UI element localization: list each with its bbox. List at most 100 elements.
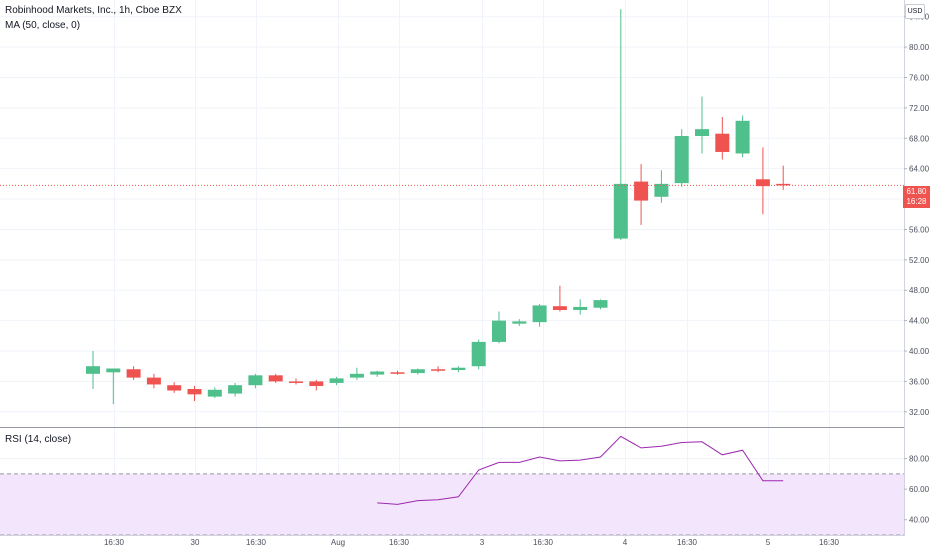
candle <box>593 299 608 310</box>
candle <box>512 319 527 326</box>
candle <box>390 370 405 375</box>
candle <box>532 303 547 327</box>
rsi-band <box>0 473 904 535</box>
y-tick-label: 68.00 <box>909 134 930 143</box>
candle <box>248 373 263 389</box>
candle-body <box>654 183 669 197</box>
candle-body <box>715 133 730 152</box>
candle <box>451 366 466 373</box>
candle <box>613 9 628 241</box>
candle-body <box>126 369 141 378</box>
rsi-legend[interactable]: RSI (14, close) <box>5 434 72 445</box>
candle <box>674 129 689 187</box>
candle-body <box>248 375 263 386</box>
rsi-line <box>377 435 784 505</box>
candle <box>410 368 425 375</box>
candle-body <box>573 306 588 310</box>
candle-body <box>593 300 608 308</box>
x-tick-label: 3 <box>480 538 485 547</box>
candle-body <box>309 381 324 386</box>
candle <box>552 285 567 312</box>
candle-body <box>146 377 161 385</box>
candle-body <box>106 368 121 373</box>
candle-body <box>349 373 364 378</box>
candle <box>268 373 283 383</box>
candle <box>776 165 791 190</box>
currency-badge[interactable]: USD <box>905 4 925 19</box>
x-tick-label: Aug <box>331 538 345 547</box>
candle-body <box>451 367 466 371</box>
y-tick-label: 40.00 <box>909 347 930 356</box>
candle-body <box>613 183 628 239</box>
candle <box>634 164 649 225</box>
y-tick-label: 80.00 <box>909 43 930 52</box>
last-price-value: 61.80 <box>906 187 927 196</box>
candle-body <box>471 341 486 367</box>
candle <box>695 96 709 154</box>
candle-body <box>329 378 344 383</box>
candle-body <box>532 305 547 323</box>
price-axis[interactable]: 32.0036.0040.0044.0048.0052.0056.0060.00… <box>904 13 930 417</box>
candle <box>329 376 344 386</box>
candle <box>126 366 141 380</box>
rsi-tick-label: 60.00 <box>909 485 930 494</box>
candle <box>492 311 506 344</box>
bar-countdown: 16:28 <box>906 197 927 206</box>
candle <box>289 378 303 385</box>
candle-body <box>167 385 182 391</box>
candle-body <box>187 389 202 395</box>
x-tick-label: 16:30 <box>389 538 410 547</box>
candle-body <box>695 129 709 137</box>
candle-body <box>207 389 222 397</box>
candle-body <box>86 366 100 374</box>
x-tick-label: 30 <box>191 538 200 547</box>
candle-body <box>370 371 385 375</box>
y-tick-label: 64.00 <box>909 165 930 174</box>
candle-body <box>674 136 689 184</box>
y-tick-label: 76.00 <box>909 73 930 82</box>
candle-body <box>755 179 770 187</box>
y-tick-label: 44.00 <box>909 317 930 326</box>
candle-body <box>431 369 446 371</box>
candle-body <box>410 369 425 374</box>
time-axis[interactable]: 16:30 30 16:30 Aug 16:30 3 16:30 4 16:30 5 16:30 <box>104 538 840 547</box>
x-tick-label: 16:30 <box>246 538 267 547</box>
y-tick-label: 52.00 <box>909 256 930 265</box>
candle <box>654 170 669 203</box>
candle <box>471 339 486 370</box>
x-tick-label: 16:30 <box>819 538 840 547</box>
candle-body <box>776 183 791 186</box>
candle <box>86 351 100 390</box>
candle <box>715 117 730 160</box>
rsi-axis[interactable]: 40.00 60.00 80.00 <box>904 455 930 525</box>
last-price-badge: 61.80 16:28 <box>903 186 930 208</box>
candle <box>309 379 324 391</box>
y-tick-label: 48.00 <box>909 286 930 295</box>
candle <box>370 370 385 377</box>
x-tick-label: 16:30 <box>104 538 125 547</box>
candle-body <box>512 321 527 324</box>
ma-legend[interactable]: MA (50, close, 0) <box>5 20 81 31</box>
candle <box>207 387 222 399</box>
rsi-tick-label: 80.00 <box>909 455 930 464</box>
rsi-tick-label: 40.00 <box>909 516 930 525</box>
x-tick-label: 5 <box>766 538 771 547</box>
y-tick-label: 72.00 <box>909 104 930 113</box>
candle-body <box>289 381 303 383</box>
x-tick-label: 4 <box>623 538 628 547</box>
y-tick-label: 36.00 <box>909 377 930 386</box>
candle-body <box>492 320 506 342</box>
symbol-legend[interactable]: Robinhood Markets, Inc., 1h, Cboe BZX <box>5 5 182 16</box>
grid <box>0 0 904 535</box>
x-tick-label: 16:30 <box>533 538 554 547</box>
candle-body <box>552 306 567 310</box>
candle <box>228 382 243 397</box>
candle <box>187 385 202 402</box>
candle-body <box>735 120 750 154</box>
candle <box>573 299 588 315</box>
candle <box>167 382 182 393</box>
y-tick-label: 32.00 <box>909 408 930 417</box>
candle-body <box>228 385 243 394</box>
x-tick-label: 16:30 <box>677 538 698 547</box>
